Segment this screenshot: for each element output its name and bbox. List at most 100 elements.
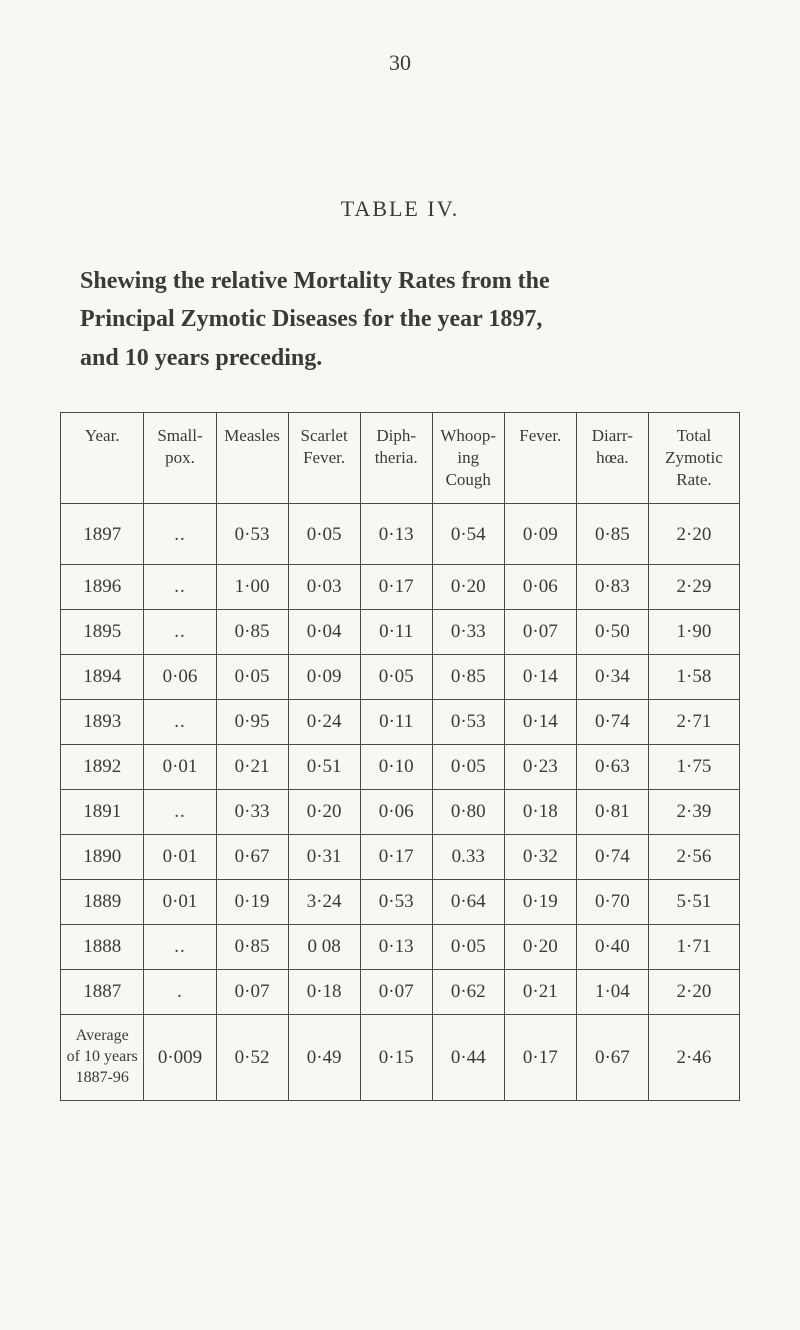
data-cell: 0·17	[360, 565, 432, 610]
mortality-table: Year. Small-pox. Measles ScarletFever. D…	[60, 412, 740, 1101]
table-body: 1897..0·530·050·130·540·090·852·201896..…	[61, 504, 740, 1100]
heading-line-2: Principal Zymotic Diseases for the year …	[80, 306, 542, 332]
data-cell: 0·80	[432, 790, 504, 835]
data-cell: 0·21	[216, 745, 288, 790]
data-cell: 0·04	[288, 610, 360, 655]
data-cell: 0·10	[360, 745, 432, 790]
data-cell: ..	[144, 700, 216, 745]
data-cell: 0·06	[144, 655, 216, 700]
data-cell: 0·34	[576, 655, 648, 700]
data-cell: 1·75	[648, 745, 739, 790]
data-cell: 0·05	[288, 504, 360, 565]
data-cell: 1·90	[648, 610, 739, 655]
data-cell: .	[144, 970, 216, 1015]
table-row: 1895..0·850·040·110·330·070·501·90	[61, 610, 740, 655]
page-number: 30	[60, 50, 740, 76]
data-cell: 0·85	[576, 504, 648, 565]
data-cell: 0·14	[504, 700, 576, 745]
data-cell: 0·06	[360, 790, 432, 835]
data-cell: 0·11	[360, 610, 432, 655]
data-cell: 0·009	[144, 1015, 216, 1100]
data-cell: 0·63	[576, 745, 648, 790]
year-cell: 1890	[61, 835, 144, 880]
data-cell: 0 08	[288, 925, 360, 970]
table-row: 1897..0·530·050·130·540·090·852·20	[61, 504, 740, 565]
table-row: 18940·060·050·090·050·850·140·341·58	[61, 655, 740, 700]
data-cell: 0·01	[144, 880, 216, 925]
data-cell: 1·58	[648, 655, 739, 700]
data-cell: 0·51	[288, 745, 360, 790]
data-cell: 0·53	[432, 700, 504, 745]
col-diphtheria: Diph-theria.	[360, 413, 432, 504]
col-diarrhoea: Diarr-hœa.	[576, 413, 648, 504]
data-cell: 0·85	[216, 925, 288, 970]
col-measles: Measles	[216, 413, 288, 504]
year-cell: 1894	[61, 655, 144, 700]
col-year: Year.	[61, 413, 144, 504]
data-cell: 0·70	[576, 880, 648, 925]
data-cell: 0·33	[216, 790, 288, 835]
data-cell: 0·20	[288, 790, 360, 835]
data-cell: 0·19	[504, 880, 576, 925]
data-cell: 0·62	[432, 970, 504, 1015]
data-cell: 0·01	[144, 745, 216, 790]
data-cell: 0·07	[504, 610, 576, 655]
table-row: 1888..0·850 080·130·050·200·401·71	[61, 925, 740, 970]
data-cell: 0·14	[504, 655, 576, 700]
data-cell: 0·32	[504, 835, 576, 880]
year-cell: 1895	[61, 610, 144, 655]
year-cell: 1896	[61, 565, 144, 610]
data-cell: 0·19	[216, 880, 288, 925]
table-row: 18900·010·670·310·170.330·320·742·56	[61, 835, 740, 880]
data-cell: 0·54	[432, 504, 504, 565]
col-whooping: Whoop-ingCough	[432, 413, 504, 504]
data-cell: 0·01	[144, 835, 216, 880]
data-cell: 0·50	[576, 610, 648, 655]
data-cell: 0·67	[576, 1015, 648, 1100]
table-heading: Shewing the relative Mortality Rates fro…	[60, 262, 740, 377]
data-cell: 0·15	[360, 1015, 432, 1100]
data-cell: 2·56	[648, 835, 739, 880]
average-row: Averageof 10 years1887-960·0090·520·490·…	[61, 1015, 740, 1100]
data-cell: 0·09	[288, 655, 360, 700]
data-cell: 0·09	[504, 504, 576, 565]
col-smallpox: Small-pox.	[144, 413, 216, 504]
data-cell: ..	[144, 925, 216, 970]
data-cell: 0·83	[576, 565, 648, 610]
data-cell: 0·05	[360, 655, 432, 700]
data-cell: 2·71	[648, 700, 739, 745]
data-cell: 2·29	[648, 565, 739, 610]
data-cell: 0·07	[216, 970, 288, 1015]
year-cell: 1892	[61, 745, 144, 790]
data-cell: 0·31	[288, 835, 360, 880]
data-cell: 5·51	[648, 880, 739, 925]
table-row: 18920·010·210·510·100·050·230·631·75	[61, 745, 740, 790]
table-row: 1896..1·000·030·170·200·060·832·29	[61, 565, 740, 610]
data-cell: 0·13	[360, 504, 432, 565]
data-cell: 0·06	[504, 565, 576, 610]
year-cell: 1889	[61, 880, 144, 925]
data-cell: 0·52	[216, 1015, 288, 1100]
table-row: 1887.0·070·180·070·620·211·042·20	[61, 970, 740, 1015]
data-cell: 0·18	[504, 790, 576, 835]
data-cell: 0·53	[360, 880, 432, 925]
data-cell: 0·17	[504, 1015, 576, 1100]
heading-line-3: and 10 years preceding.	[80, 345, 322, 371]
data-cell: 0·85	[432, 655, 504, 700]
year-cell: 1897	[61, 504, 144, 565]
col-fever: Fever.	[504, 413, 576, 504]
data-cell: 2·46	[648, 1015, 739, 1100]
data-cell: 0.33	[432, 835, 504, 880]
data-cell: 2·39	[648, 790, 739, 835]
table-row: 1891..0·330·200·060·800·180·812·39	[61, 790, 740, 835]
data-cell: 1·00	[216, 565, 288, 610]
year-cell: 1893	[61, 700, 144, 745]
data-cell: 0·81	[576, 790, 648, 835]
data-cell: 0·85	[216, 610, 288, 655]
data-cell: 0·74	[576, 700, 648, 745]
data-cell: 0·07	[360, 970, 432, 1015]
data-cell: 2·20	[648, 504, 739, 565]
data-cell: 0·17	[360, 835, 432, 880]
table-row: 18890·010·193·240·530·640·190·705·51	[61, 880, 740, 925]
data-cell: 0·74	[576, 835, 648, 880]
